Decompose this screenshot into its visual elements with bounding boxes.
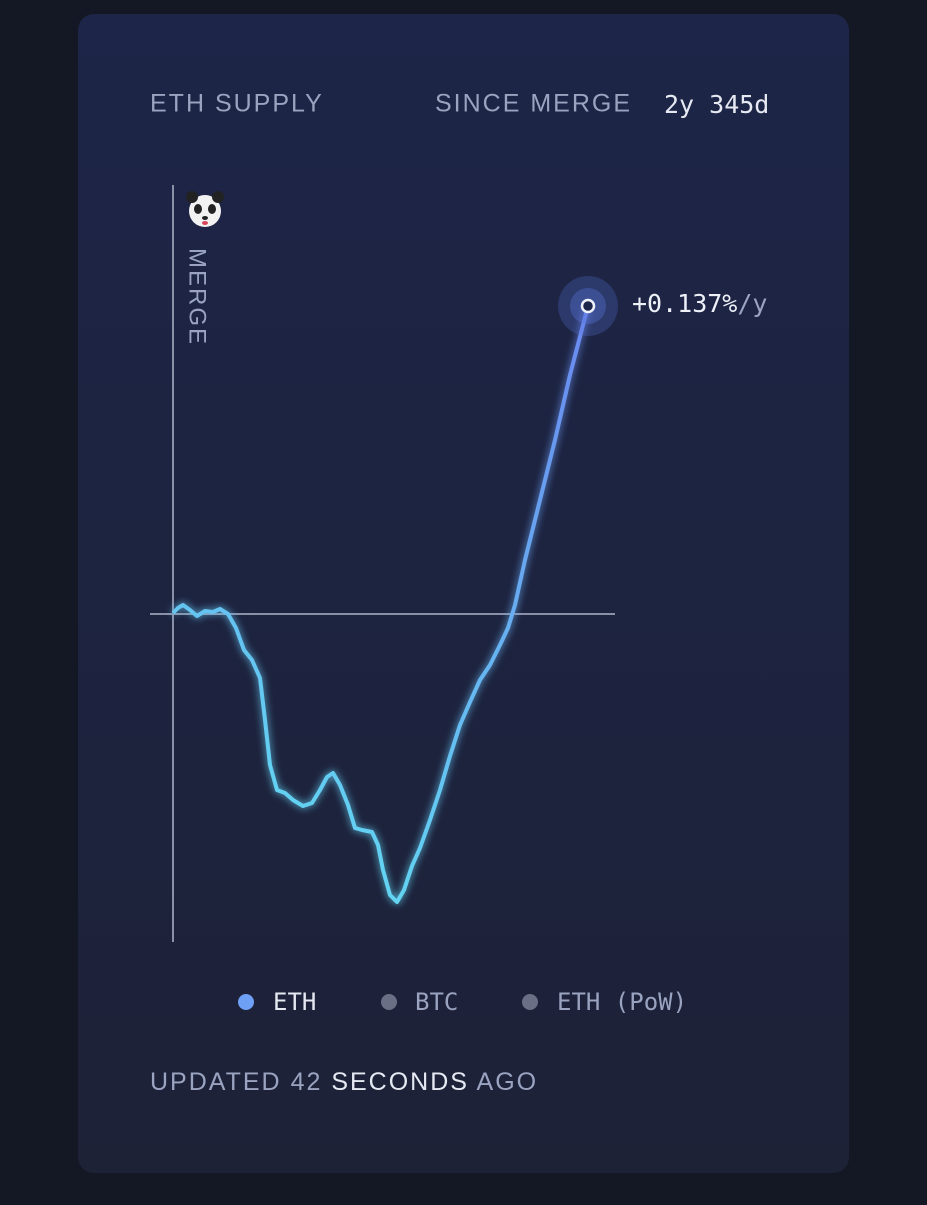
- legend-dot: [522, 994, 538, 1010]
- panda-icon: [186, 191, 224, 227]
- since-label: SINCE MERGE: [435, 90, 632, 118]
- footer-count: 42: [291, 1068, 323, 1096]
- merge-annotation: MERGE: [184, 248, 211, 346]
- end-unit: /y: [737, 289, 767, 318]
- footer-suffix: AGO: [477, 1068, 539, 1096]
- eth-line: [171, 305, 590, 904]
- footer-prefix: UPDATED: [150, 1068, 282, 1096]
- legend-dot: [381, 994, 397, 1010]
- end-value: +0.137%: [632, 289, 737, 318]
- card: [78, 14, 849, 1173]
- footer: UPDATED 42 SECONDS AGO: [150, 1068, 538, 1096]
- end-point: [580, 298, 596, 314]
- end-label: +0.137%/y: [632, 289, 767, 318]
- title: ETH SUPPLY: [150, 90, 324, 118]
- legend-dot: [238, 994, 254, 1010]
- since-value: 2y 345d: [664, 90, 769, 119]
- footer-unit: SECONDS: [331, 1068, 469, 1096]
- legend-label[interactable]: ETH: [273, 988, 316, 1016]
- legend-label[interactable]: BTC: [415, 988, 458, 1016]
- legend-label[interactable]: ETH (PoW): [557, 988, 687, 1016]
- plot: [171, 276, 618, 904]
